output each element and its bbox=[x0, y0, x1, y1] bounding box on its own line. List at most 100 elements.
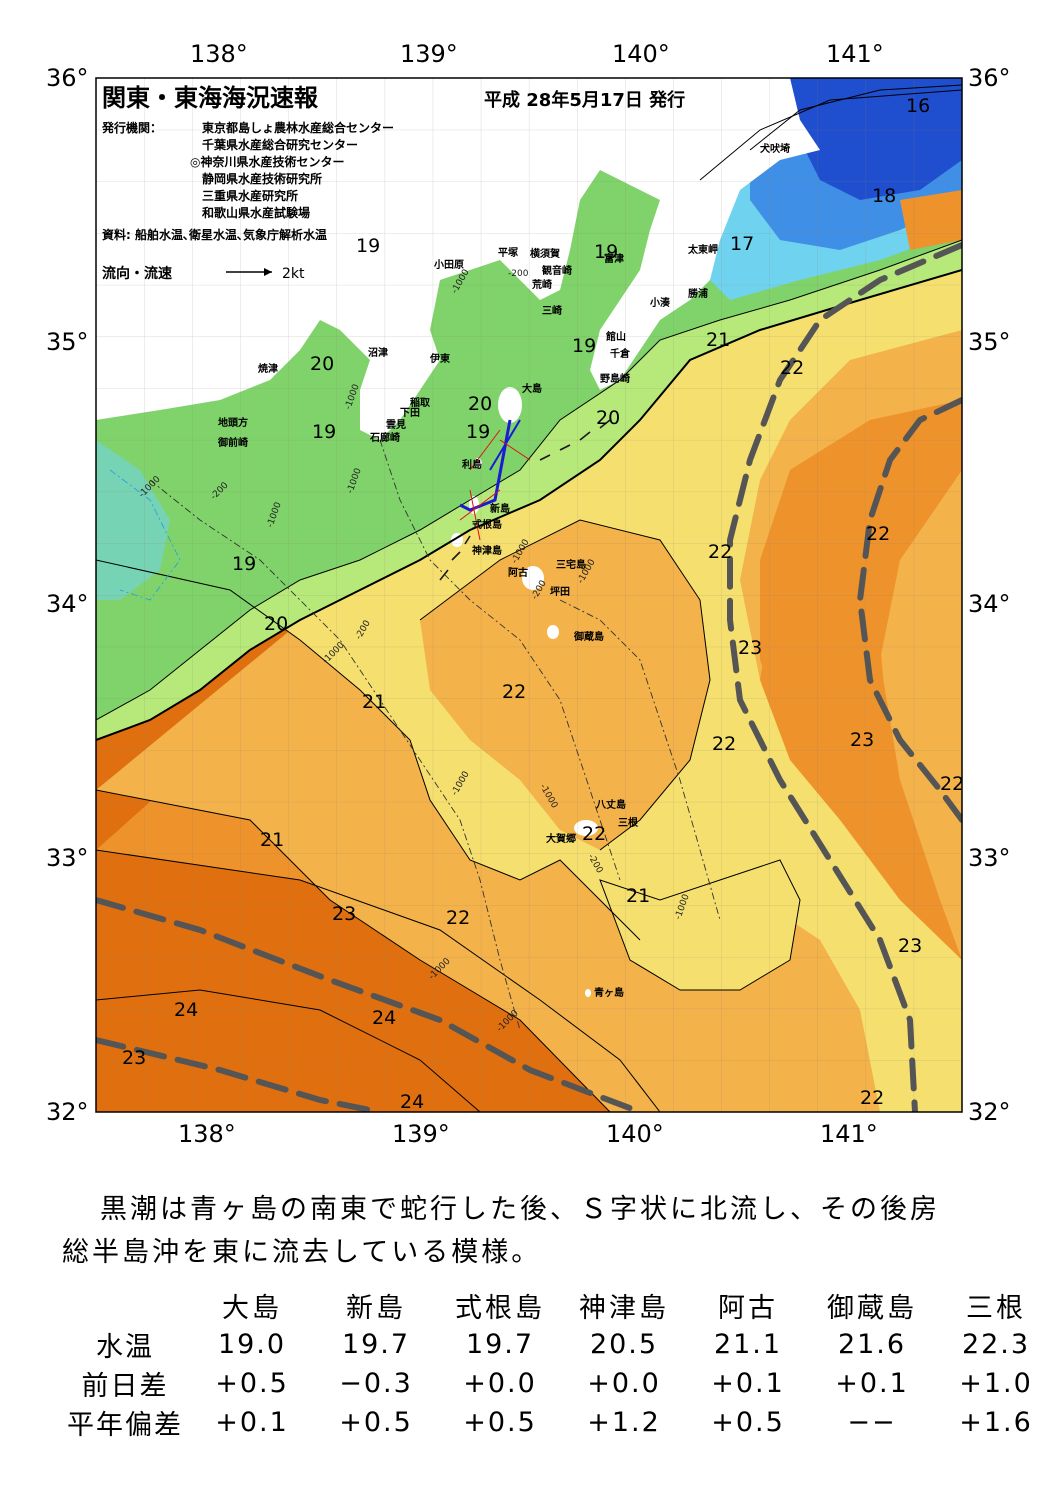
station-header: 大島 bbox=[222, 1293, 282, 1324]
place-label: 下田 bbox=[400, 407, 420, 419]
isotherm-label: 22 bbox=[866, 523, 890, 545]
place-label: 式根島 bbox=[472, 518, 502, 531]
issuer-item: ◎神奈川県水産技術センター bbox=[190, 154, 344, 169]
table-cell: +0.5 bbox=[215, 1368, 289, 1399]
lon-tick-140: 140° bbox=[606, 1120, 664, 1148]
isotherm-label: 19 bbox=[232, 553, 256, 575]
table-row: 前日差 +0.5 −0.3 +0.0 +0.0 +0.1 +0.1 +1.0 bbox=[60, 1364, 1058, 1403]
isotherm-label: 23 bbox=[738, 637, 762, 659]
sea-temperature-fill bbox=[96, 78, 962, 1112]
current-legend: 流向・流速 2kt bbox=[102, 265, 305, 282]
table-cell: 19.7 bbox=[341, 1329, 411, 1360]
table-cell: −0.3 bbox=[339, 1368, 413, 1399]
table-header-row: 大島 新島 式根島 神津島 阿古 御蔵島 三根 bbox=[60, 1286, 1058, 1325]
table-cell: +0.1 bbox=[215, 1407, 289, 1438]
place-label: 青ヶ島 bbox=[594, 986, 624, 999]
place-label: 雲見 bbox=[386, 419, 406, 431]
table-cell: +0.0 bbox=[463, 1368, 537, 1399]
map-frame bbox=[95, 77, 963, 1113]
isotherm-label: 23 bbox=[122, 1047, 146, 1069]
place-label: 利島 bbox=[462, 458, 482, 471]
place-label: 勝浦 bbox=[688, 287, 708, 300]
lat-tick-34: 34° bbox=[968, 590, 1011, 618]
isotherm-label: 20 bbox=[468, 393, 492, 415]
station-header: 阿古 bbox=[718, 1293, 778, 1324]
table-cell: +0.5 bbox=[711, 1407, 785, 1438]
place-label: 稲取 bbox=[410, 396, 431, 409]
description-line: 総半島沖を東に流去している模様。 bbox=[62, 1237, 542, 1268]
map-title: 関東・東海海況速報 bbox=[102, 84, 319, 112]
place-label: 富津 bbox=[604, 252, 624, 265]
lon-tick-138: 138° bbox=[178, 1120, 236, 1148]
place-label: 八丈島 bbox=[595, 798, 626, 811]
issuer-item: 千葉県水産総合研究センター bbox=[202, 137, 358, 152]
isotherm-label: 23 bbox=[850, 729, 874, 751]
row-label: 水温 bbox=[96, 1332, 154, 1363]
isotherm-label: 21 bbox=[362, 691, 386, 713]
isotherm-label: 22 bbox=[940, 773, 964, 795]
place-label: 御蔵島 bbox=[573, 630, 604, 643]
place-label: 荒崎 bbox=[531, 278, 552, 291]
place-label: 三根 bbox=[618, 816, 638, 829]
table-cell: 19.7 bbox=[465, 1329, 535, 1360]
place-label: 阿古 bbox=[508, 566, 528, 579]
lat-tick-33: 33° bbox=[46, 844, 89, 872]
issuer-item: 静岡県水産技術研究所 bbox=[202, 171, 322, 186]
table-cell: +0.1 bbox=[835, 1368, 909, 1399]
isotherm-label: 19 bbox=[572, 335, 596, 357]
isotherm-label: 22 bbox=[582, 823, 606, 845]
isotherm-labels: 16 18 17 19 19 21 22 19 20 20 19 20 19 1… bbox=[122, 95, 964, 1113]
lon-tick-141: 141° bbox=[826, 40, 884, 68]
isotherm-label: 22 bbox=[446, 907, 470, 929]
place-label: 小湊 bbox=[649, 296, 671, 309]
isotherm-label: 16 bbox=[906, 95, 930, 117]
table-cell: +0.0 bbox=[587, 1368, 661, 1399]
place-label: 神津島 bbox=[472, 544, 502, 557]
place-label: 御前崎 bbox=[217, 436, 248, 449]
place-label: 館山 bbox=[605, 330, 626, 343]
latitude-ticks-left: 36° 35° 34° 33° 32° bbox=[46, 64, 89, 1126]
place-label: 太東岬 bbox=[687, 243, 718, 256]
place-label: 野島崎 bbox=[600, 372, 630, 385]
place-label: 焼津 bbox=[258, 362, 278, 375]
isotherm-label: 20 bbox=[264, 613, 288, 635]
station-header: 御蔵島 bbox=[827, 1293, 917, 1324]
isotherm-label: 23 bbox=[332, 903, 356, 925]
isotherm-label: 20 bbox=[310, 353, 334, 375]
table-cell: +1.2 bbox=[587, 1407, 661, 1438]
station-header: 新島 bbox=[346, 1293, 406, 1324]
place-label: 大島 bbox=[522, 382, 542, 395]
place-label: 坪田 bbox=[550, 585, 570, 598]
current-vectors bbox=[439, 419, 611, 581]
isotherm-label: 21 bbox=[706, 329, 730, 351]
place-label: 石廊崎 bbox=[369, 431, 400, 444]
place-labels: 犬吠埼 太東岬 勝浦 小湊 館山 千倉 野島崎 富津 観音崎 横須賀 平塚 小田… bbox=[217, 142, 790, 999]
depth-contours bbox=[109, 439, 721, 1031]
lat-tick-35: 35° bbox=[968, 328, 1011, 356]
isotherm-label: 21 bbox=[626, 885, 650, 907]
isotherm-label: 19 bbox=[594, 241, 618, 263]
lat-tick-32: 32° bbox=[46, 1098, 89, 1126]
place-label: 沼津 bbox=[368, 346, 388, 359]
issuer-block: 発行機関： 東京都島しょ農林水産総合センター 千葉県水産総合研究センター ◎神奈… bbox=[101, 120, 394, 242]
place-label: 横須賀 bbox=[530, 247, 560, 260]
description-line: 黒潮は青ヶ島の南東で蛇行した後、Ｓ字状に北流し、その後房 bbox=[100, 1194, 940, 1225]
depth-label: -200 bbox=[508, 269, 529, 279]
situation-description: 黒潮は青ヶ島の南東で蛇行した後、Ｓ字状に北流し、その後房 総半島沖を東に流去して… bbox=[62, 1188, 1022, 1274]
table-cell: 21.6 bbox=[837, 1329, 907, 1360]
legend-arrowhead-icon bbox=[264, 268, 272, 276]
place-label: 平塚 bbox=[498, 246, 518, 259]
lat-tick-35: 35° bbox=[46, 328, 89, 356]
row-label: 前日差 bbox=[81, 1371, 169, 1402]
lat-tick-36: 36° bbox=[46, 64, 89, 92]
table-cell: +0.5 bbox=[339, 1407, 413, 1438]
table-cell: 19.0 bbox=[217, 1329, 287, 1360]
lat-tick-34: 34° bbox=[46, 590, 89, 618]
isotherm-label: 24 bbox=[174, 999, 198, 1021]
table-corner bbox=[60, 1286, 190, 1325]
lon-tick-140: 140° bbox=[612, 40, 670, 68]
station-temperature-table: 大島 新島 式根島 神津島 阿古 御蔵島 三根 水温 19.0 19.7 19.… bbox=[60, 1286, 1058, 1442]
isotherm-label: 21 bbox=[260, 829, 284, 851]
isotherm-label: 22 bbox=[502, 681, 526, 703]
place-label: 三崎 bbox=[542, 304, 562, 317]
